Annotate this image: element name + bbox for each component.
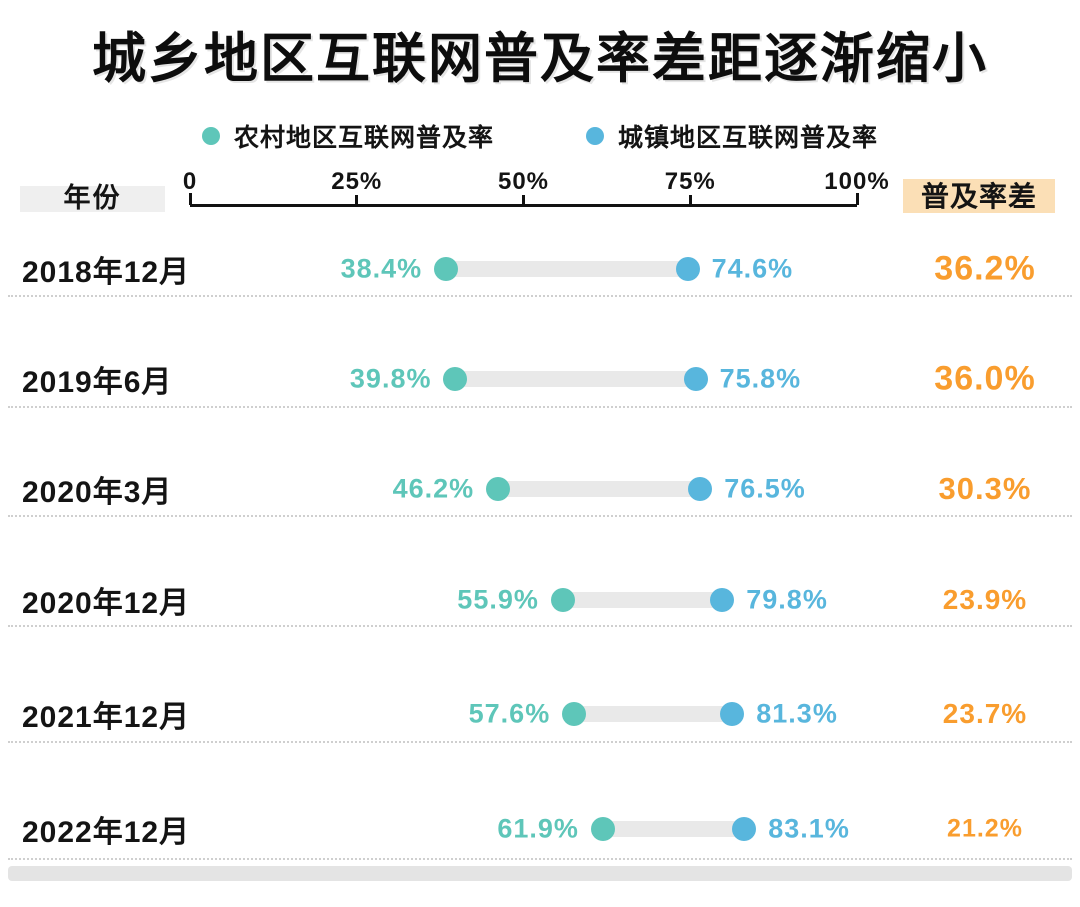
rural-dot-icon	[550, 588, 575, 612]
connector-bar	[446, 261, 688, 277]
axis-tick	[355, 195, 359, 205]
axis-tick-label: 25%	[331, 168, 383, 195]
urban-dot-icon	[732, 817, 757, 841]
rural-value-label: 61.9%	[497, 813, 579, 844]
rural-value-label: 38.4%	[340, 253, 423, 284]
row-separator	[8, 515, 1072, 517]
rural-value-label: 55.9%	[457, 584, 539, 615]
diff-value-label: 23.7%	[942, 698, 1028, 729]
rural-dot-icon	[443, 367, 468, 391]
row-separator	[8, 295, 1072, 297]
axis-tick	[688, 195, 692, 205]
row-year-label: 2019年6月	[22, 366, 173, 399]
row-year-label: 2020年12月	[22, 587, 191, 620]
urban-dot-icon	[586, 127, 604, 145]
legend-item-rural: 农村地区互联网普及率	[201, 118, 494, 154]
diff-value-label: 21.2%	[947, 814, 1023, 843]
row-separator	[8, 625, 1072, 627]
row-year-label: 2020年3月	[22, 476, 173, 509]
urban-value-label: 75.8%	[719, 363, 802, 394]
legend-label-urban: 城镇地区互联网普及率	[618, 124, 879, 152]
connector-bar	[455, 371, 696, 387]
urban-value-label: 74.6%	[711, 253, 794, 284]
rural-dot-icon	[486, 477, 511, 501]
legend-item-urban: 城镇地区互联网普及率	[586, 118, 878, 154]
diff-header-label: 普及率差	[920, 181, 1037, 212]
row-year-label: 2018年12月	[22, 256, 191, 289]
urban-value-label: 81.3%	[756, 698, 838, 729]
urban-dot-icon	[688, 477, 713, 501]
diff-value-label: 36.0%	[934, 359, 1036, 398]
axis-tick-label: 75%	[664, 168, 716, 195]
page-title: 城乡地区互联网普及率差距逐渐缩小	[92, 29, 988, 89]
rural-dot-icon	[434, 257, 459, 281]
urban-value-label: 79.8%	[746, 584, 828, 615]
legend: 农村地区互联网普及率 城镇地区互联网普及率	[0, 118, 1080, 154]
rural-value-label: 39.8%	[349, 363, 432, 394]
row-year-label: 2021年12月	[22, 701, 191, 734]
axis-tick	[855, 193, 859, 205]
connector-bar	[574, 706, 733, 722]
x-axis-line	[190, 204, 857, 207]
footer-bar	[8, 866, 1072, 881]
axis-tick	[522, 195, 525, 205]
row-separator	[8, 741, 1072, 743]
connector-bar	[562, 592, 723, 608]
connector-bar	[602, 821, 745, 837]
axis-tick-label: 50%	[497, 168, 550, 195]
axis-tick-label: 0	[182, 168, 198, 195]
year-header-label: 年份	[63, 183, 122, 213]
connector-bar	[498, 481, 701, 497]
axis-tick-label: 100%	[824, 168, 890, 195]
diff-value-label: 30.3%	[938, 471, 1032, 506]
urban-dot-icon	[710, 588, 735, 612]
urban-value-label: 83.1%	[768, 813, 850, 844]
rural-dot-icon	[562, 702, 587, 726]
diff-value-label: 23.9%	[942, 584, 1028, 615]
rural-dot-icon	[201, 127, 220, 145]
urban-value-label: 76.5%	[724, 473, 806, 504]
year-column-header: 年份	[20, 183, 165, 213]
legend-label-rural: 农村地区互联网普及率	[233, 124, 494, 152]
row-separator	[8, 406, 1072, 408]
rural-value-label: 57.6%	[468, 698, 551, 729]
urban-dot-icon	[720, 702, 745, 726]
rural-value-label: 46.2%	[392, 473, 475, 504]
urban-dot-icon	[675, 257, 700, 281]
rural-dot-icon	[590, 817, 615, 841]
row-year-label: 2022年12月	[22, 816, 191, 849]
row-separator	[8, 858, 1072, 860]
diff-column-header: 普及率差	[903, 179, 1055, 213]
urban-dot-icon	[683, 367, 708, 391]
diff-value-label: 36.2%	[934, 249, 1036, 288]
axis-tick	[188, 193, 192, 205]
